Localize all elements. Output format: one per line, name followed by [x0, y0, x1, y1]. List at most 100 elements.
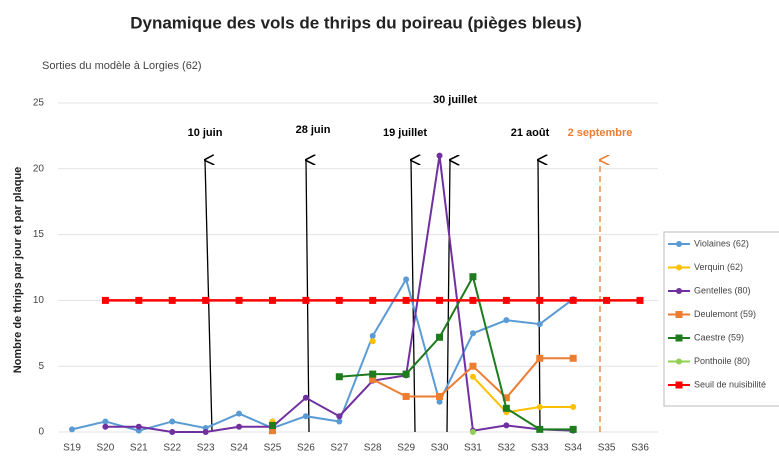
data-point	[335, 373, 343, 381]
x-tick-label: S20	[97, 443, 115, 454]
data-point	[402, 296, 410, 304]
legend-label: Violaines (62)	[694, 238, 749, 248]
data-point	[469, 373, 476, 380]
data-point	[369, 375, 377, 383]
data-point	[302, 296, 310, 304]
data-point	[502, 296, 510, 304]
data-point	[503, 317, 510, 324]
data-point	[369, 332, 376, 339]
data-point	[436, 392, 444, 400]
data-point	[469, 429, 476, 435]
data-point	[502, 404, 510, 412]
annotation: 19 juillet	[383, 127, 427, 139]
x-tick-label: S32	[497, 443, 515, 454]
legend-label: Deulemont (59)	[694, 309, 756, 319]
chart-title: Dynamique des vols de thrips du poireau …	[130, 13, 582, 32]
x-tick-label: S22	[163, 443, 181, 454]
data-point	[569, 425, 577, 433]
data-point	[169, 418, 176, 425]
data-point	[336, 418, 343, 425]
y-axis-label: Nombre de thrips par jour et par plaque	[12, 167, 24, 374]
series-line	[71, 276, 574, 432]
data-point	[469, 273, 477, 281]
annotation: 2 septembre	[568, 127, 633, 139]
y-tick-label: 15	[33, 229, 45, 240]
x-tick-label: S35	[598, 443, 616, 454]
legend-marker	[676, 241, 682, 247]
legend-label: Gentelles (80)	[694, 285, 751, 295]
data-point	[436, 152, 443, 159]
y-tick-label: 5	[38, 361, 44, 372]
legend-marker	[675, 334, 683, 342]
x-tick-label: S33	[531, 443, 549, 454]
x-tick-label: S30	[431, 443, 449, 454]
data-point	[335, 296, 343, 304]
data-point	[102, 418, 109, 425]
data-point	[469, 330, 476, 337]
data-point	[202, 296, 210, 304]
data-point	[536, 403, 543, 410]
legend-label: Ponthoile (80)	[694, 356, 750, 366]
series-line	[105, 155, 574, 433]
data-point	[536, 425, 544, 433]
data-point	[402, 392, 410, 400]
x-tick-label: S34	[564, 443, 582, 454]
annotation: 30 juillet	[433, 94, 477, 106]
y-tick-label: 10	[33, 295, 45, 306]
x-tick-label: S36	[631, 443, 649, 454]
y-tick-label: 20	[33, 163, 45, 174]
data-point	[302, 394, 309, 401]
x-tick-label: S25	[264, 443, 282, 454]
x-tick-label: S21	[130, 443, 148, 454]
data-point	[569, 354, 577, 362]
x-tick-label: S19	[63, 443, 81, 454]
data-point	[603, 296, 611, 304]
y-tick-label: 25	[33, 98, 45, 109]
data-point	[235, 296, 243, 304]
data-point	[369, 370, 377, 378]
annotation-arrow	[538, 160, 540, 433]
annotation-arrow	[446, 160, 450, 433]
chart-subtitle: Sorties du modèle à Lorgies (62)	[42, 60, 202, 72]
data-point	[168, 296, 176, 304]
y-tick-label: 0	[38, 427, 44, 438]
data-point	[503, 422, 510, 429]
data-point	[135, 423, 142, 430]
legend-marker	[675, 311, 683, 318]
data-point	[268, 427, 276, 435]
legend-marker	[675, 381, 683, 389]
legend-label: Caestre (59)	[694, 332, 744, 342]
data-point	[169, 429, 176, 435]
data-point	[69, 426, 75, 433]
data-point	[436, 296, 444, 304]
data-point	[336, 413, 343, 420]
annotation: 28 juin	[296, 124, 331, 136]
data-point	[570, 403, 577, 410]
data-point	[536, 354, 544, 362]
data-point	[236, 423, 243, 430]
data-point	[102, 423, 109, 430]
data-point	[236, 410, 243, 417]
legend-marker	[676, 288, 682, 294]
series-line	[339, 274, 574, 431]
legend-label: Seuil de nuisibilité	[694, 379, 766, 389]
data-point	[469, 362, 477, 370]
data-point	[402, 370, 410, 378]
data-point	[268, 421, 276, 429]
legend-label: Verquin (62)	[694, 262, 743, 272]
data-point	[536, 296, 544, 304]
legend-marker	[676, 358, 682, 365]
legend-marker	[676, 264, 682, 271]
x-tick-label: S31	[464, 443, 482, 454]
data-point	[469, 296, 477, 304]
x-tick-label: S24	[230, 443, 248, 454]
annotation-arrow	[205, 160, 212, 433]
data-point	[302, 413, 309, 420]
annotation-arrow	[306, 160, 309, 433]
data-point	[636, 296, 644, 304]
data-point	[569, 296, 577, 304]
x-tick-label: S28	[364, 443, 382, 454]
data-point	[403, 276, 410, 283]
x-tick-label: S27	[330, 443, 348, 454]
